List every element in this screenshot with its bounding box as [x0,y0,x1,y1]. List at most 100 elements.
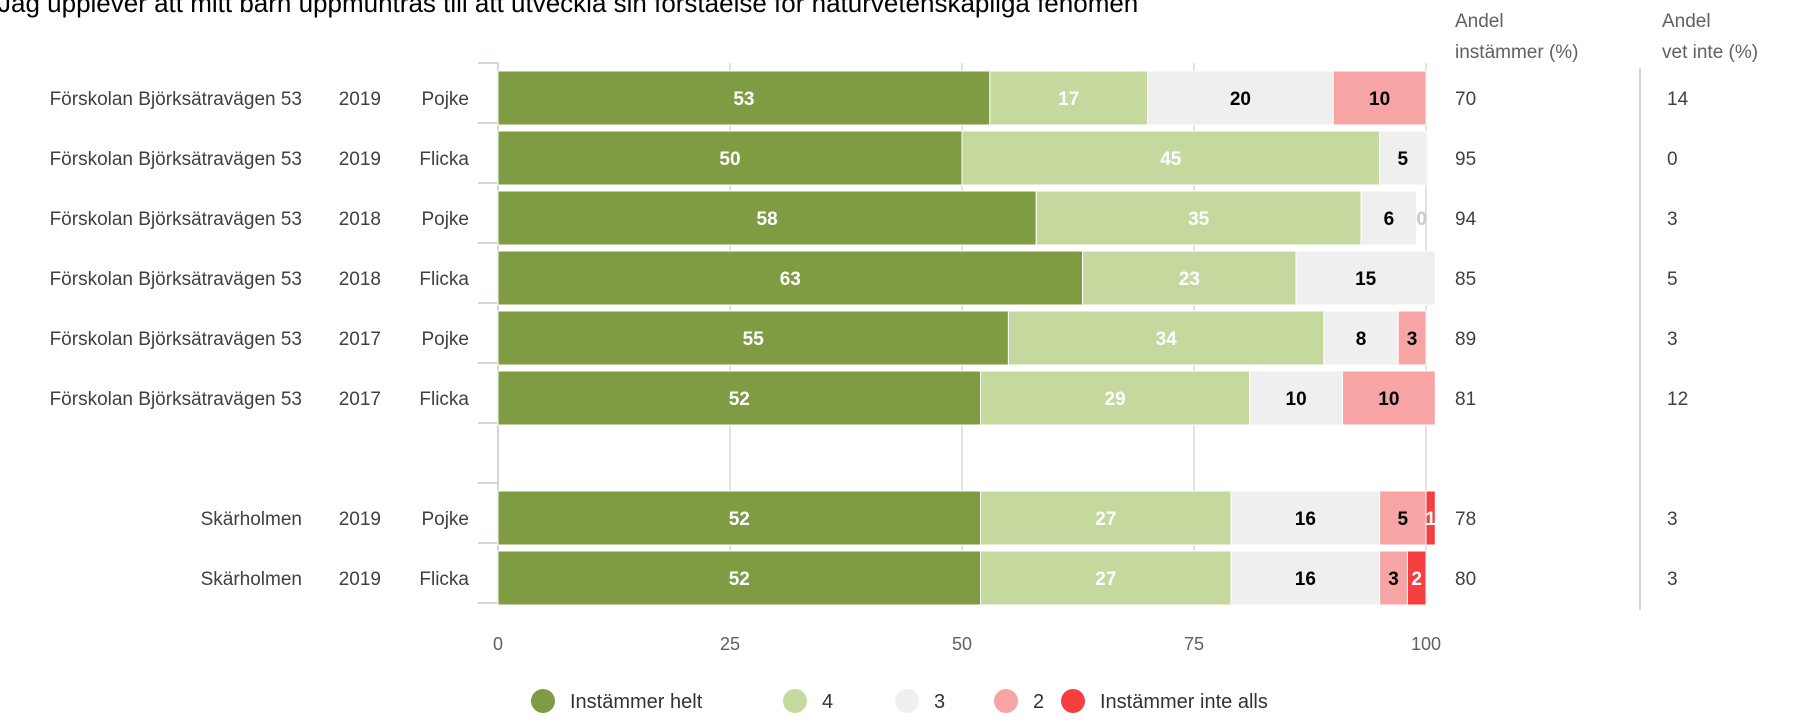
bar-value-label: 58 [757,209,778,230]
bar-segment [1379,550,1408,606]
bar-value-label: 35 [1188,209,1210,230]
bar-value-label: 52 [729,509,750,530]
agree-column-header-line2: instämmer (%) [1455,42,1579,63]
row-label-school: Förskolan Björksätravägen 53 [50,329,302,350]
bar-value-label: 53 [733,89,754,110]
x-tick-label: 100 [1411,634,1441,654]
dontknow-percent-value: 0 [1667,149,1678,170]
bar-segment [497,130,963,186]
legend-label[interactable]: Instämmer helt [570,691,703,713]
row-label-school: Skärholmen [201,569,302,590]
bar-value-label: 8 [1356,329,1367,350]
bar-value-label: 6 [1384,209,1395,230]
bar-value-label: 16 [1295,569,1316,590]
row-label-school: Förskolan Björksätravägen 53 [50,209,302,230]
legend-label[interactable]: 4 [822,691,833,713]
bar-segment [1379,490,1427,546]
legend-marker[interactable] [895,689,919,713]
dontknow-percent-value: 14 [1667,89,1689,110]
bar-value-label: 15 [1355,269,1377,290]
row-label-gender: Pojke [421,89,469,110]
x-axis-ticks: 0 25 50 75 100 [493,634,1441,654]
legend-marker[interactable] [531,689,555,713]
agree-percent-value: 81 [1455,389,1476,410]
bar-segment [497,490,982,546]
bar-segment [1406,550,1427,606]
bar-segment [980,490,1232,546]
bar-segment [980,550,1232,606]
row-label-gender: Flicka [419,389,469,410]
legend-label[interactable]: 2 [1033,691,1044,713]
row-label-year: 2017 [339,329,381,350]
bar-value-label: 0 [1416,209,1427,230]
dontknow-percent-value: 3 [1667,569,1678,590]
bar-segment [497,70,991,126]
row-label-year: 2018 [339,209,381,230]
legend-label[interactable]: Instämmer inte alls [1100,691,1268,713]
bar-value-label: 52 [729,389,750,410]
legend-marker[interactable] [1061,689,1085,713]
row-label-school: Förskolan Björksätravägen 53 [50,389,302,410]
legend-label[interactable]: 3 [934,691,945,713]
agree-percent-value: 94 [1455,209,1477,230]
legend-marker[interactable] [994,689,1018,713]
bar-value-label: 5 [1398,149,1409,170]
bar-value-label: 23 [1179,269,1200,290]
row-labels: Förskolan Björksätravägen 53 2019 Pojke 70 1… [50,89,1689,590]
bar-segment [1332,70,1427,126]
bar-segment [1397,310,1427,366]
row-label-gender: Pojke [421,209,469,230]
row-label-year: 2019 [339,89,381,110]
agree-percent-value: 89 [1455,329,1476,350]
row-label-year: 2018 [339,269,381,290]
bar-value-label: 2 [1411,569,1422,590]
bar-segment [989,70,1149,126]
dontknow-percent-value: 5 [1667,269,1678,290]
bar-value-label: 27 [1095,569,1116,590]
bar-segment [1323,310,1399,366]
x-tick-label: 0 [493,634,503,654]
bar-segment [1007,310,1325,366]
agree-percent-value: 80 [1455,569,1476,590]
bar-value-label: 50 [719,149,740,170]
bar-value-label: 63 [780,269,801,290]
bar-segment [497,190,1037,246]
agree-percent-value: 85 [1455,269,1476,290]
legend-marker[interactable] [783,689,807,713]
bar-segment [1341,370,1436,426]
agree-percent-value: 95 [1455,149,1476,170]
bar-segment [1295,250,1436,306]
row-label-school: Förskolan Björksätravägen 53 [50,269,302,290]
bar-value-label: 3 [1388,569,1399,590]
bar-segment [497,550,982,606]
bar-value-label: 17 [1058,89,1079,110]
legend: Instämmer helt 4 3 2 Instämmer inte alls [531,689,1268,713]
bar-segment [1147,70,1334,126]
bar-value-label: 10 [1286,389,1307,410]
dontknow-percent-value: 12 [1667,389,1688,410]
row-label-school: Skärholmen [201,509,302,530]
row-label-year: 2019 [339,149,381,170]
bar-value-label: 3 [1407,329,1418,350]
bar-segment [497,310,1009,366]
bar-segment [1379,130,1427,186]
bar-segment [1360,190,1418,246]
row-label-year: 2017 [339,389,381,410]
bar-segment [1035,190,1362,246]
row-label-year: 2019 [339,569,381,590]
bar-value-label: 0 [1416,209,1427,230]
bar-segment [1249,370,1343,426]
bar-segment [497,370,982,426]
bar-segment [980,370,1251,426]
bar-value-label: 5 [1398,509,1409,530]
bar-segment [961,130,1381,186]
row-label-school: Förskolan Björksätravägen 53 [50,149,302,170]
bar-segment [497,250,1084,306]
bar-value-label: 27 [1095,509,1116,530]
x-tick-label: 50 [952,634,972,654]
bar-value-label: 1 [1425,509,1436,530]
agree-percent-value: 70 [1455,89,1476,110]
